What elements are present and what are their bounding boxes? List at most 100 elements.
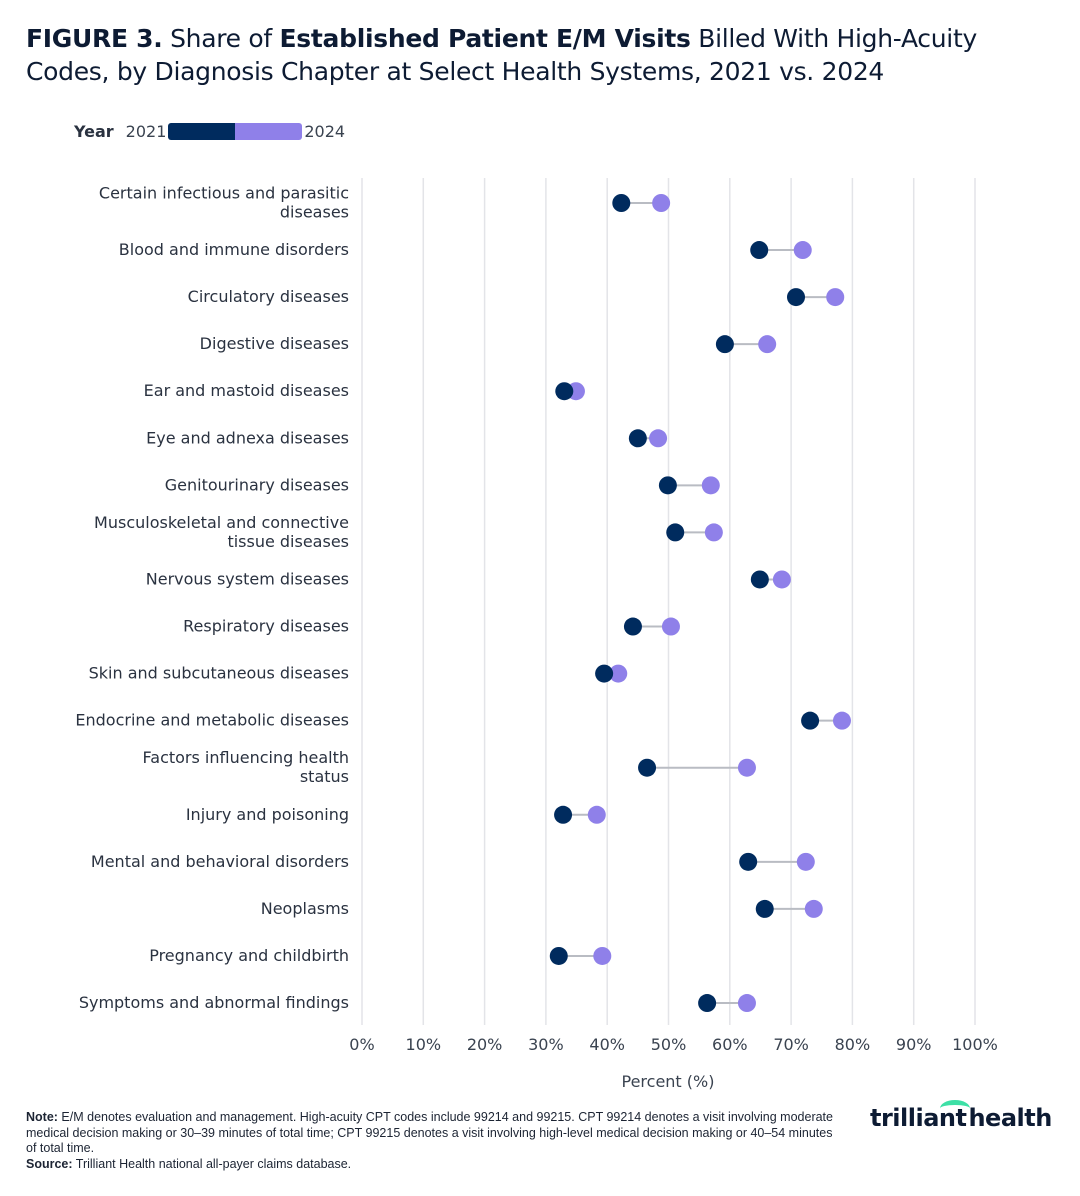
category-label: Certain infectious and parasitic diseases <box>99 184 349 222</box>
point-2024 <box>826 288 845 307</box>
category-label-line: Mental and behavioral disorders <box>91 852 349 871</box>
category-label-line: Nervous system diseases <box>146 569 349 588</box>
category-label-line: tissue diseases <box>227 532 349 551</box>
point-2024 <box>701 476 720 495</box>
point-2021 <box>623 617 642 636</box>
category-label-line: Genitourinary diseases <box>165 475 349 494</box>
category-label-line: Certain infectious and parasitic <box>99 184 349 203</box>
category-label: Neoplasms <box>261 899 349 918</box>
legend-title: Year <box>74 121 114 141</box>
category-label: Pregnancy and childbirth <box>149 946 349 965</box>
legend: Year 2021 2024 <box>74 120 345 142</box>
category-label-line: Respiratory diseases <box>183 617 349 636</box>
x-tick-label: 100% <box>952 1035 998 1054</box>
x-tick-label: 80% <box>835 1035 871 1054</box>
point-2024 <box>737 758 756 777</box>
point-2024 <box>832 711 851 730</box>
point-2024 <box>661 617 680 636</box>
point-2021 <box>787 288 806 307</box>
x-tick-label: 60% <box>712 1035 748 1054</box>
category-label: Eye and adnexa diseases <box>146 428 349 447</box>
point-2024 <box>704 523 723 542</box>
category-label: Musculoskeletal and connective tissue dis… <box>94 513 349 551</box>
title-text: Share of <box>162 24 280 53</box>
point-2021 <box>549 946 568 965</box>
point-2024 <box>593 946 612 965</box>
category-label-line: Musculoskeletal and connective <box>94 513 349 532</box>
category-label: Circulatory diseases <box>188 287 349 306</box>
x-tick-label: 0% <box>349 1035 374 1054</box>
x-tick-label: 70% <box>773 1035 809 1054</box>
category-label-line: Skin and subcutaneous diseases <box>89 664 349 683</box>
note-text: E/M denotes evaluation and management. H… <box>26 1110 833 1155</box>
legend-color-bar <box>168 122 303 140</box>
x-tick-label: 40% <box>589 1035 625 1054</box>
note-label: Note: <box>26 1110 58 1124</box>
category-label-line: Blood and immune disorders <box>119 240 349 259</box>
category-label-line: Pregnancy and childbirth <box>149 946 349 965</box>
category-label: Endocrine and metabolic diseases <box>75 711 349 730</box>
category-label-line: status <box>300 767 349 786</box>
x-tick-label: 50% <box>651 1035 687 1054</box>
point-2021 <box>595 664 614 683</box>
footnotes: Note: E/M denotes evaluation and managem… <box>26 1110 846 1172</box>
category-label-line: Neoplasms <box>261 899 349 918</box>
x-axis-label: Percent (%) <box>622 1072 715 1091</box>
point-2024 <box>587 805 606 824</box>
category-label: Skin and subcutaneous diseases <box>89 664 349 683</box>
category-label: Nervous system diseases <box>146 569 349 588</box>
category-label-line: Symptoms and abnormal findings <box>79 993 349 1012</box>
point-2021 <box>755 899 774 918</box>
category-label-line: Factors influencing health <box>143 748 349 767</box>
trilliant-health-logo: trillianthealth <box>870 1100 1052 1132</box>
category-label: Mental and behavioral disorders <box>91 852 349 871</box>
point-2021 <box>612 194 631 212</box>
point-2021 <box>554 805 573 824</box>
legend-swatch-2024 <box>235 122 303 140</box>
figure-number: FIGURE 3. <box>26 24 163 53</box>
category-label-line: Ear and mastoid diseases <box>144 381 349 400</box>
category-label: Respiratory diseases <box>183 617 349 636</box>
point-2021 <box>628 429 647 448</box>
category-label: Digestive diseases <box>200 334 349 353</box>
x-tick-label: 10% <box>406 1035 442 1054</box>
legend-end-label: 2024 <box>304 121 346 141</box>
category-label-line: Endocrine and metabolic diseases <box>75 711 349 730</box>
x-tick-label: 20% <box>467 1035 503 1054</box>
point-2024 <box>649 429 668 448</box>
point-2024 <box>652 194 671 212</box>
category-label: Factors influencing health status <box>143 748 349 786</box>
category-label-line: Eye and adnexa diseases <box>146 428 349 447</box>
point-2021 <box>739 852 758 871</box>
category-label-line: Injury and poisoning <box>186 805 349 824</box>
point-2024 <box>609 664 628 683</box>
category-label-line: Digestive diseases <box>200 334 349 353</box>
category-label: Genitourinary diseases <box>165 475 349 494</box>
category-label: Injury and poisoning <box>186 805 349 824</box>
point-2024 <box>804 899 823 918</box>
source-text: Trilliant Health national all-payer clai… <box>72 1156 352 1171</box>
legend-swatch-2021 <box>168 122 236 140</box>
category-label: Ear and mastoid diseases <box>144 381 349 400</box>
title-emphasis: Established Patient E/M Visits <box>279 24 691 53</box>
point-2024 <box>796 852 815 871</box>
point-2021 <box>801 711 820 730</box>
point-2021 <box>658 476 677 495</box>
title-text: Billed With High-Acuity Codes, by Diagno… <box>26 24 977 86</box>
point-2024 <box>758 335 777 354</box>
category-label-line: Circulatory diseases <box>188 287 349 306</box>
dumbbell-chart: 0% 10% 20% 30% 40% 50% 60% 70% 80% 90% 100% Percent… <box>75 178 998 1091</box>
legend-start-label: 2021 <box>125 121 167 141</box>
point-2021 <box>698 994 717 1013</box>
chart-title: FIGURE 3. Share of Established Patient E… <box>26 22 1026 88</box>
category-label-line: diseases <box>280 203 349 222</box>
category-label: Symptoms and abnormal findings <box>79 993 349 1012</box>
point-2021 <box>555 382 574 401</box>
point-2021 <box>638 758 657 777</box>
point-2021 <box>750 241 769 260</box>
x-tick-label: 90% <box>896 1035 932 1054</box>
category-label: Blood and immune disorders <box>119 240 349 259</box>
point-2021 <box>715 335 734 354</box>
source-label: Source: <box>26 1156 73 1171</box>
point-2024 <box>737 994 756 1013</box>
